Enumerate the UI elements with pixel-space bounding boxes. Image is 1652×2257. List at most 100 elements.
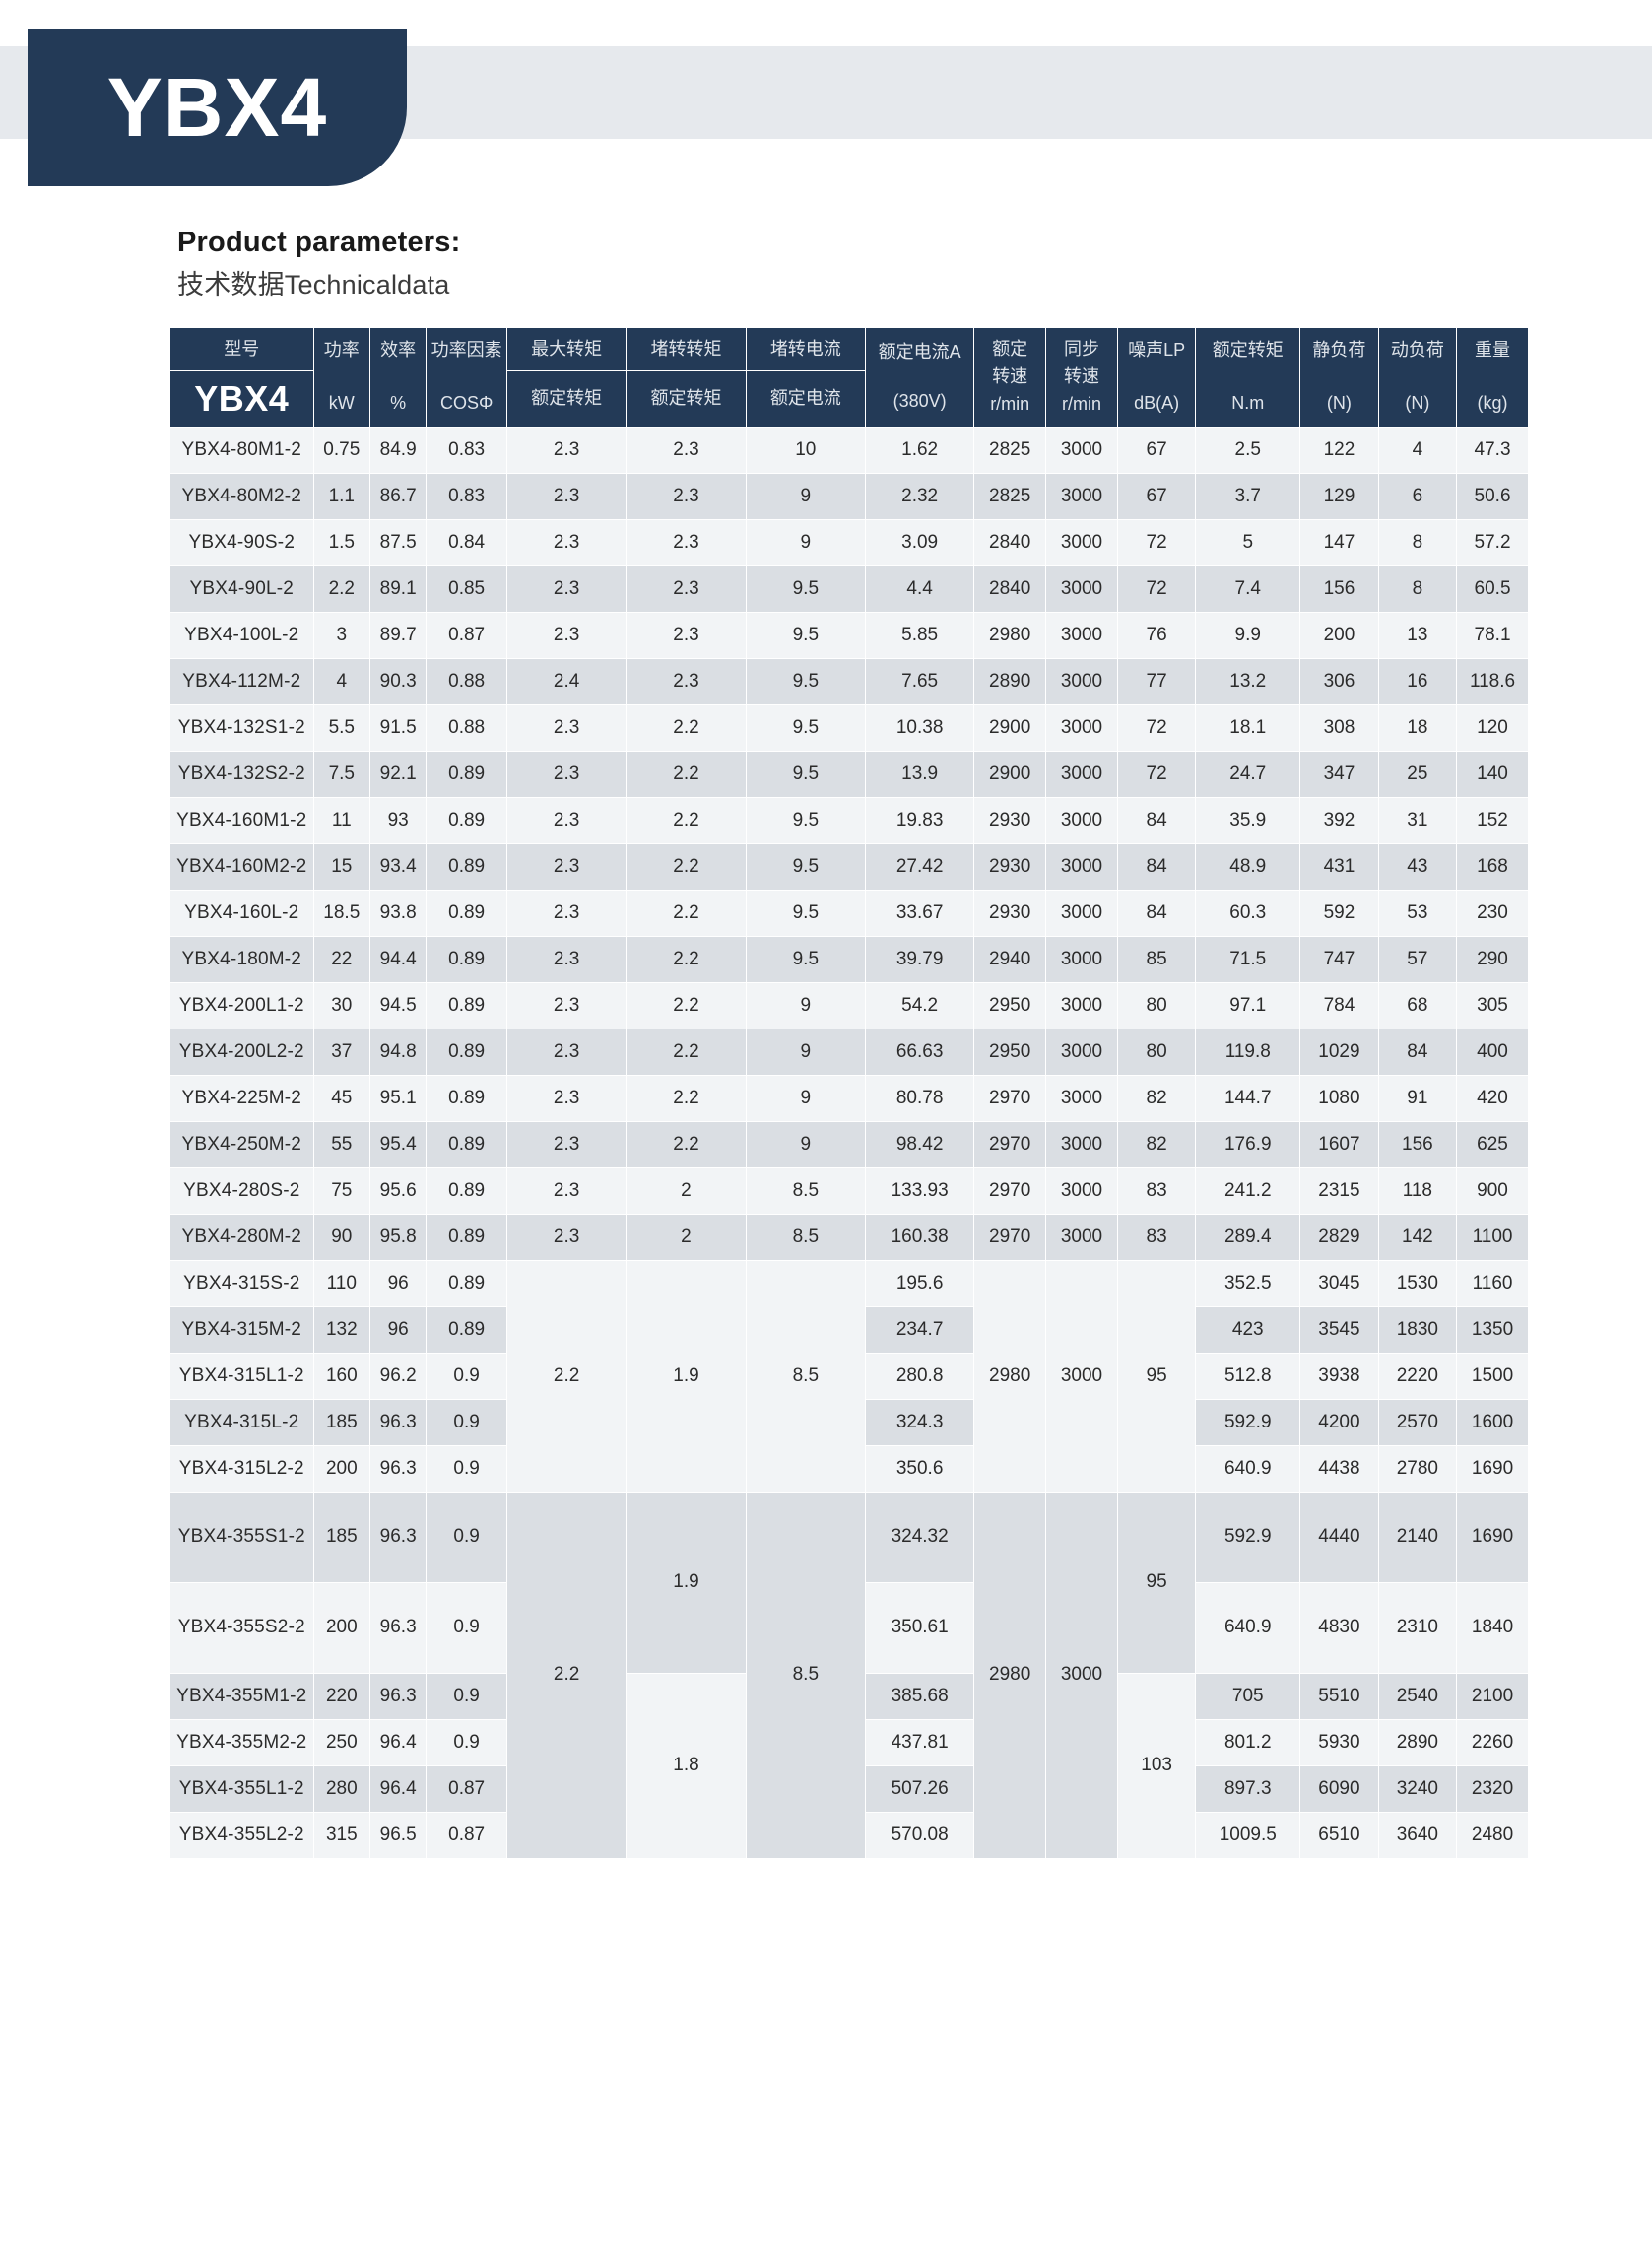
cell-noise: 72: [1116, 518, 1197, 566]
cell-noise-b: 103: [1116, 1672, 1197, 1859]
cell-rpm: 2900: [973, 703, 1047, 752]
cell-eff: 96.3: [368, 1398, 428, 1446]
cell-dyn: 91: [1377, 1074, 1458, 1122]
cell-maxt: 2.2: [505, 1259, 628, 1493]
cell-dyn: 68: [1377, 981, 1458, 1029]
cell-model: YBX4-315S-2: [169, 1259, 314, 1307]
cell-dyn: 8: [1377, 518, 1458, 566]
cell-rt: 24.7: [1195, 750, 1301, 798]
cell-wt: 230: [1456, 889, 1529, 937]
cell-rt: 352.5: [1195, 1259, 1301, 1307]
cell-stat: 6510: [1299, 1811, 1379, 1859]
cell-wt: 118.6: [1456, 657, 1529, 705]
cell-cur: 19.83: [864, 796, 975, 844]
cell-eff: 96.3: [368, 1581, 428, 1674]
header-model-label: 型号: [169, 327, 314, 371]
cell-dyn: 2890: [1377, 1718, 1458, 1766]
cell-sync: 3000: [1045, 426, 1118, 474]
header-weight: 重量 (kg): [1456, 327, 1529, 428]
cell-locki: 9: [745, 472, 866, 520]
cell-eff: 93: [368, 796, 428, 844]
table-row: YBX4-315M-2 132 96 0.89 234.7 423 3545 1830 1350: [169, 1305, 1529, 1354]
cell-noise: 72: [1116, 564, 1197, 613]
cell-kw: 75: [312, 1166, 370, 1215]
cell-maxt: 2.3: [505, 564, 628, 613]
header-row-1: 型号 功率 kW 效率 % 功率因素 COSΦ 最大转矩 堵转转矩 堵转电流 额…: [169, 327, 1529, 428]
cell-rpm: 2900: [973, 750, 1047, 798]
cell-sync: 3000: [1045, 1259, 1118, 1493]
cell-eff: 89.7: [368, 611, 428, 659]
cell-dyn: 142: [1377, 1213, 1458, 1261]
cell-lockt: 2.2: [626, 842, 747, 891]
cell-lockt-b: 1.8: [626, 1672, 747, 1859]
cell-wt: 1500: [1456, 1352, 1529, 1400]
cell-eff: 96: [368, 1305, 428, 1354]
cell-cos: 0.89: [426, 1120, 507, 1168]
cell-locki: 8.5: [745, 1166, 866, 1215]
header-power: 功率 kW: [312, 327, 370, 428]
cell-rt: 71.5: [1195, 935, 1301, 983]
table-row: YBX4-132S2-2 7.5 92.1 0.89 2.3 2.2 9.5 13.9 2900…: [169, 750, 1529, 798]
cell-kw: 160: [312, 1352, 370, 1400]
cell-cur: 80.78: [864, 1074, 975, 1122]
cell-rpm: 2840: [973, 564, 1047, 613]
table-row: YBX4-280M-2 90 95.8 0.89 2.3 2 8.5 160.38 2970 30…: [169, 1213, 1529, 1261]
cell-wt: 168: [1456, 842, 1529, 891]
table-body: YBX4-80M1-2 0.75 84.9 0.83 2.3 2.3 10 1.62 2825 3…: [169, 426, 1529, 1859]
cell-noise: 80: [1116, 981, 1197, 1029]
cell-locki: 9.5: [745, 935, 866, 983]
cell-stat: 4438: [1299, 1444, 1379, 1493]
cell-wt: 625: [1456, 1120, 1529, 1168]
cell-cur: 570.08: [864, 1811, 975, 1859]
cell-wt: 420: [1456, 1074, 1529, 1122]
header-sync-speed: 同步 转速 r/min: [1045, 327, 1118, 428]
table-row: YBX4-355L2-2 315 96.5 0.87 570.08 1009.5 6510 3…: [169, 1811, 1529, 1859]
header-locked-current-sub: 额定电流: [745, 370, 866, 428]
cell-lockt: 2: [626, 1213, 747, 1261]
cell-cur: 385.68: [864, 1672, 975, 1720]
cell-maxt: 2.3: [505, 842, 628, 891]
cell-cur: 437.81: [864, 1718, 975, 1766]
table-row: YBX4-315L1-2 160 96.2 0.9 280.8 512.8 3938 2220…: [169, 1352, 1529, 1400]
cell-maxt: 2.3: [505, 889, 628, 937]
cell-cur: 195.6: [864, 1259, 975, 1307]
header-row-3: 额定转矩 额定转矩 额定电流: [170, 370, 1529, 428]
cell-wt: 50.6: [1456, 472, 1529, 520]
cell-stat: 1607: [1299, 1120, 1379, 1168]
cell-sync: 3000: [1045, 935, 1118, 983]
cell-cos: 0.89: [426, 981, 507, 1029]
cell-noise: 67: [1116, 426, 1197, 474]
cell-model: YBX4-355L1-2: [169, 1764, 314, 1813]
cell-rt: 97.1: [1195, 981, 1301, 1029]
table-row: YBX4-80M2-2 1.1 86.7 0.83 2.3 2.3 9 2.32 2825 300…: [169, 472, 1529, 520]
cell-locki: 9: [745, 1028, 866, 1076]
cell-lockt: 1.9: [626, 1259, 747, 1493]
cell-lockt: 2.2: [626, 1028, 747, 1076]
cell-stat: 1029: [1299, 1028, 1379, 1076]
table-row: YBX4-200L2-2 37 94.8 0.89 2.3 2.2 9 66.63 2950 30…: [169, 1028, 1529, 1076]
table-row: YBX4-90L-2 2.2 89.1 0.85 2.3 2.3 9.5 4.4 2840 300…: [169, 564, 1529, 613]
cell-kw: 110: [312, 1259, 370, 1307]
cell-model: YBX4-112M-2: [169, 657, 314, 705]
cell-model: YBX4-132S2-2: [169, 750, 314, 798]
cell-eff: 90.3: [368, 657, 428, 705]
cell-rt: 592.9: [1195, 1491, 1301, 1583]
cell-cos: 0.89: [426, 1259, 507, 1307]
cell-wt: 900: [1456, 1166, 1529, 1215]
cell-maxt: 2.4: [505, 657, 628, 705]
cell-dyn: 3640: [1377, 1811, 1458, 1859]
cell-cos: 0.89: [426, 750, 507, 798]
cell-noise: 80: [1116, 1028, 1197, 1076]
cell-kw: 4: [312, 657, 370, 705]
header-current-cn: 额定电流A: [878, 342, 961, 362]
header-rpm-cn2: 转速: [992, 365, 1028, 386]
cell-kw: 7.5: [312, 750, 370, 798]
cell-stat: 747: [1299, 935, 1379, 983]
cell-cos: 0.9: [426, 1352, 507, 1400]
cell-eff: 96.3: [368, 1444, 428, 1493]
cell-noise: 84: [1116, 796, 1197, 844]
cell-stat: 122: [1299, 426, 1379, 474]
header-pf-cn: 功率因素: [430, 340, 502, 360]
cell-rpm: 2825: [973, 426, 1047, 474]
cell-eff: 95.6: [368, 1166, 428, 1215]
